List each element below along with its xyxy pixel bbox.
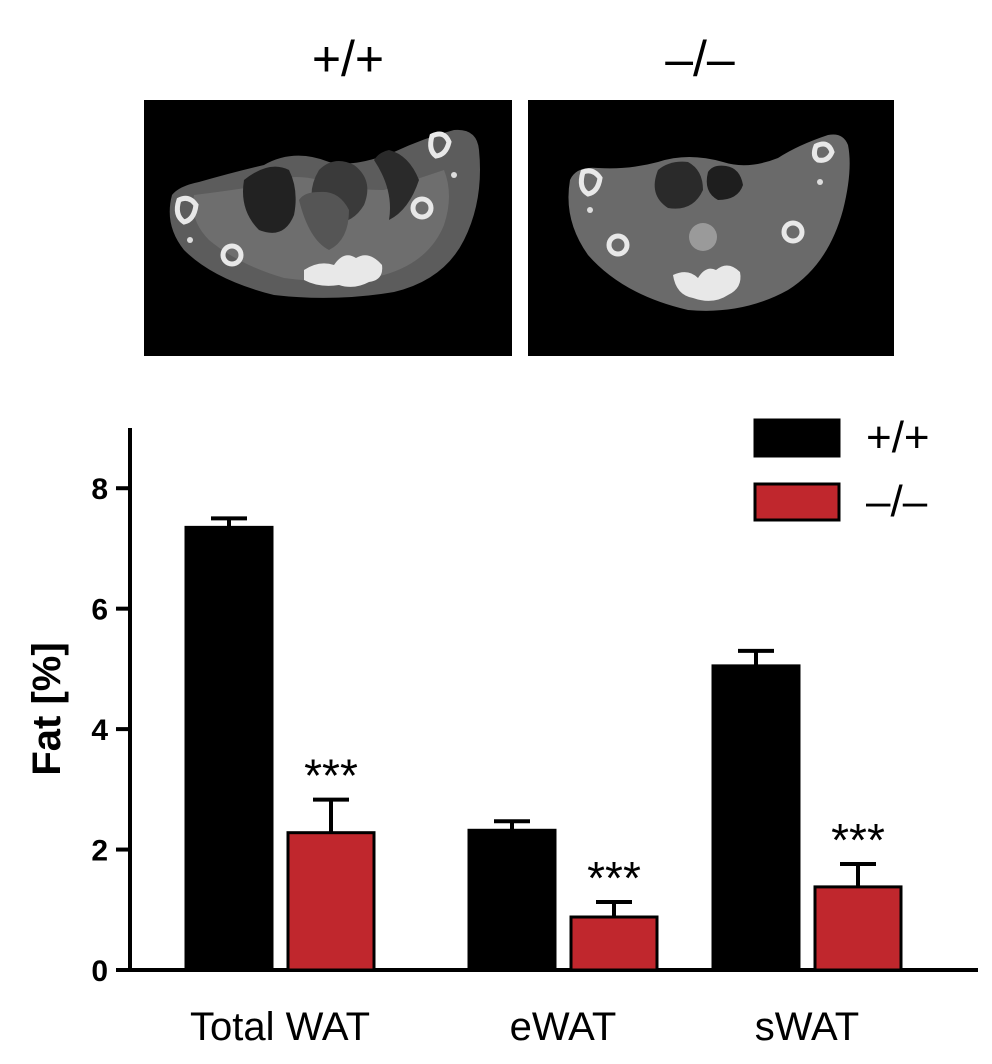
bars xyxy=(184,516,903,972)
axes: 0 2 4 6 8 Fat [%] xyxy=(25,428,978,988)
bar xyxy=(813,885,903,972)
legend-swatch xyxy=(753,482,841,522)
bar xyxy=(711,664,801,972)
x-category-label: Total WAT xyxy=(190,1005,370,1049)
legend-label: –/– xyxy=(866,477,928,526)
x-category-label: eWAT xyxy=(510,1005,617,1049)
bar xyxy=(467,828,557,972)
significance-label: *** xyxy=(587,852,641,904)
labels: Total WAT eWAT sWAT *** *** *** xyxy=(190,750,885,1049)
ct-scan-knockout xyxy=(528,100,894,356)
y-tick-label: 8 xyxy=(91,473,108,506)
bar xyxy=(569,915,659,972)
ct-label-knockout: –/– xyxy=(665,31,735,87)
ct-label-wildtype: +/+ xyxy=(311,31,385,87)
significance-label: *** xyxy=(304,750,358,802)
y-tick-label: 4 xyxy=(91,714,108,747)
legend: +/+ –/– xyxy=(753,413,930,526)
bar xyxy=(286,831,376,972)
y-tick-label: 0 xyxy=(91,955,108,988)
legend-label: +/+ xyxy=(866,413,930,462)
significance-label: *** xyxy=(831,814,885,866)
ct-scan-wildtype xyxy=(144,100,512,356)
x-category-label: sWAT xyxy=(755,1005,859,1049)
y-tick-label: 2 xyxy=(91,835,108,868)
legend-swatch xyxy=(753,418,841,458)
y-tick-label: 6 xyxy=(91,594,108,627)
bar xyxy=(184,525,274,972)
y-axis-label: Fat [%] xyxy=(25,642,69,775)
